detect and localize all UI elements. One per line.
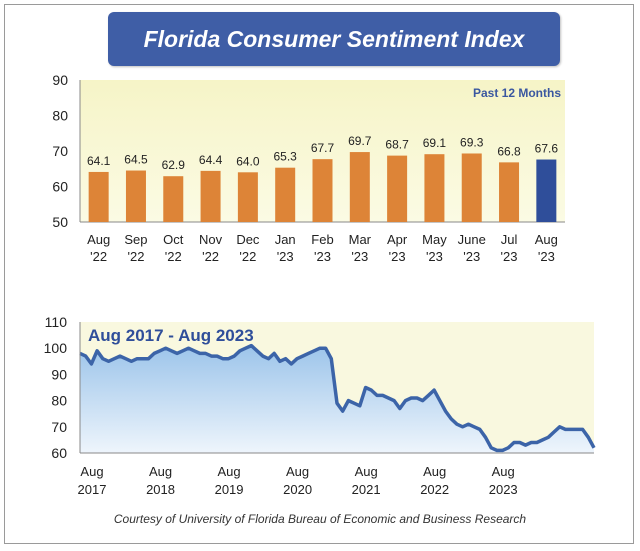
bar-x-tick-label: '23 bbox=[501, 249, 518, 264]
bar-x-tick-label: Sep bbox=[124, 232, 147, 247]
bar-y-tick-label: 50 bbox=[52, 214, 68, 230]
bar-y-tick-label: 70 bbox=[52, 143, 68, 159]
bar-value-label: 65.3 bbox=[274, 150, 298, 164]
bar bbox=[125, 170, 146, 222]
bar-x-tick-label: Jan bbox=[275, 232, 296, 247]
area-chart: 60 70 80 90 100 110 Aug 2017 - Aug 2023 Aug 2017… bbox=[44, 314, 596, 497]
bar bbox=[312, 159, 333, 222]
bar bbox=[424, 154, 445, 222]
bar-x-tick-label: Feb bbox=[311, 232, 333, 247]
area-x-tick-label: Aug bbox=[217, 464, 240, 479]
bar-value-label: 64.0 bbox=[236, 154, 260, 168]
bar-x-tick-label: Oct bbox=[163, 232, 184, 247]
bar bbox=[275, 167, 296, 222]
bar-value-label: 69.7 bbox=[348, 134, 372, 148]
area-y-tick-label: 100 bbox=[44, 340, 68, 356]
area-y-tick-label: 60 bbox=[51, 445, 67, 461]
bar-x-tick-label: '22 bbox=[90, 249, 107, 264]
bar-value-label: 64.5 bbox=[124, 153, 148, 167]
area-x-tick-label: 2021 bbox=[352, 482, 381, 497]
chart-title: Florida Consumer Sentiment Index bbox=[143, 25, 525, 52]
bar bbox=[461, 153, 482, 222]
area-y-tick-label: 90 bbox=[51, 366, 67, 382]
area-x-tick-label: 2019 bbox=[215, 482, 244, 497]
bar-x-tick-label: '22 bbox=[165, 249, 182, 264]
area-x-tick-label: Aug bbox=[149, 464, 172, 479]
bar-x-tick-label: '23 bbox=[463, 249, 480, 264]
bar bbox=[88, 171, 109, 222]
area-x-tick-label: 2017 bbox=[78, 482, 107, 497]
bar-value-label: 66.8 bbox=[497, 144, 521, 158]
bar-y-tick-label: 60 bbox=[52, 179, 68, 195]
area-x-tick-label: Aug bbox=[355, 464, 378, 479]
bar bbox=[200, 170, 221, 222]
area-x-tick-label: 2018 bbox=[146, 482, 175, 497]
bar-x-tick-label: Apr bbox=[387, 232, 408, 247]
bar-x-tick-label: Jul bbox=[501, 232, 518, 247]
bar-y-tick-label: 90 bbox=[52, 72, 68, 88]
bar bbox=[387, 155, 408, 222]
bar bbox=[499, 162, 520, 222]
bar bbox=[163, 176, 184, 222]
bar-x-tick-label: '23 bbox=[426, 249, 443, 264]
area-y-tick-label: 110 bbox=[45, 314, 68, 330]
bar-chart: 50 60 70 80 90 Past 12 Months 64.1 Aug '22 64.5 Se… bbox=[52, 72, 565, 264]
bar-x-tick-label: Dec bbox=[236, 232, 260, 247]
area-annotation: Aug 2017 - Aug 2023 bbox=[88, 326, 254, 345]
bar bbox=[237, 172, 258, 222]
bar-value-label: 64.4 bbox=[199, 153, 223, 167]
bar-x-tick-label: '22 bbox=[202, 249, 219, 264]
series-line bbox=[79, 343, 596, 453]
area-x-tick-label: Aug bbox=[80, 464, 103, 479]
bar-value-label: 68.7 bbox=[385, 138, 409, 152]
bar-value-label: 62.9 bbox=[162, 158, 186, 172]
bar-x-tick-label: June bbox=[458, 232, 486, 247]
area-x-tick-label: 2023 bbox=[489, 482, 518, 497]
bar-x-tick-label: '22 bbox=[127, 249, 144, 264]
bar-x-tick-label: '23 bbox=[314, 249, 331, 264]
bar-value-label: 69.1 bbox=[423, 136, 447, 150]
area-x-tick-label: 2022 bbox=[420, 482, 449, 497]
bar bbox=[349, 152, 370, 222]
area-x-tick-label: 2020 bbox=[283, 482, 312, 497]
bar bbox=[536, 159, 557, 222]
bar-x-tick-label: '22 bbox=[239, 249, 256, 264]
bar-y-tick-label: 80 bbox=[52, 108, 68, 124]
bar-x-tick-label: '23 bbox=[351, 249, 368, 264]
bar-value-label: 67.7 bbox=[311, 141, 335, 155]
bar-value-label: 64.1 bbox=[87, 154, 111, 168]
bar-x-tick-label: '23 bbox=[277, 249, 294, 264]
bar-x-tick-label: Mar bbox=[349, 232, 372, 247]
area-y-tick-label: 70 bbox=[51, 419, 67, 435]
area-x-tick-label: Aug bbox=[286, 464, 309, 479]
area-x-tick-label: Aug bbox=[423, 464, 446, 479]
area-y-tick-label: 80 bbox=[51, 393, 67, 409]
bar-x-tick-label: '23 bbox=[538, 249, 555, 264]
bar-x-tick-label: May bbox=[422, 232, 447, 247]
bar-value-label: 67.6 bbox=[535, 142, 559, 156]
source-credit: Courtesy of University of Florida Bureau… bbox=[113, 512, 527, 526]
bar-value-label: 69.3 bbox=[460, 135, 484, 149]
bar-subtitle: Past 12 Months bbox=[473, 86, 561, 100]
bar-x-tick-label: Aug bbox=[87, 232, 110, 247]
bar-x-tick-label: Aug bbox=[535, 232, 558, 247]
bar-x-tick-label: Nov bbox=[199, 232, 223, 247]
chart-title-banner: Florida Consumer Sentiment Index bbox=[108, 12, 560, 66]
bar-x-tick-label: '23 bbox=[389, 249, 406, 264]
area-x-tick-label: Aug bbox=[492, 464, 515, 479]
